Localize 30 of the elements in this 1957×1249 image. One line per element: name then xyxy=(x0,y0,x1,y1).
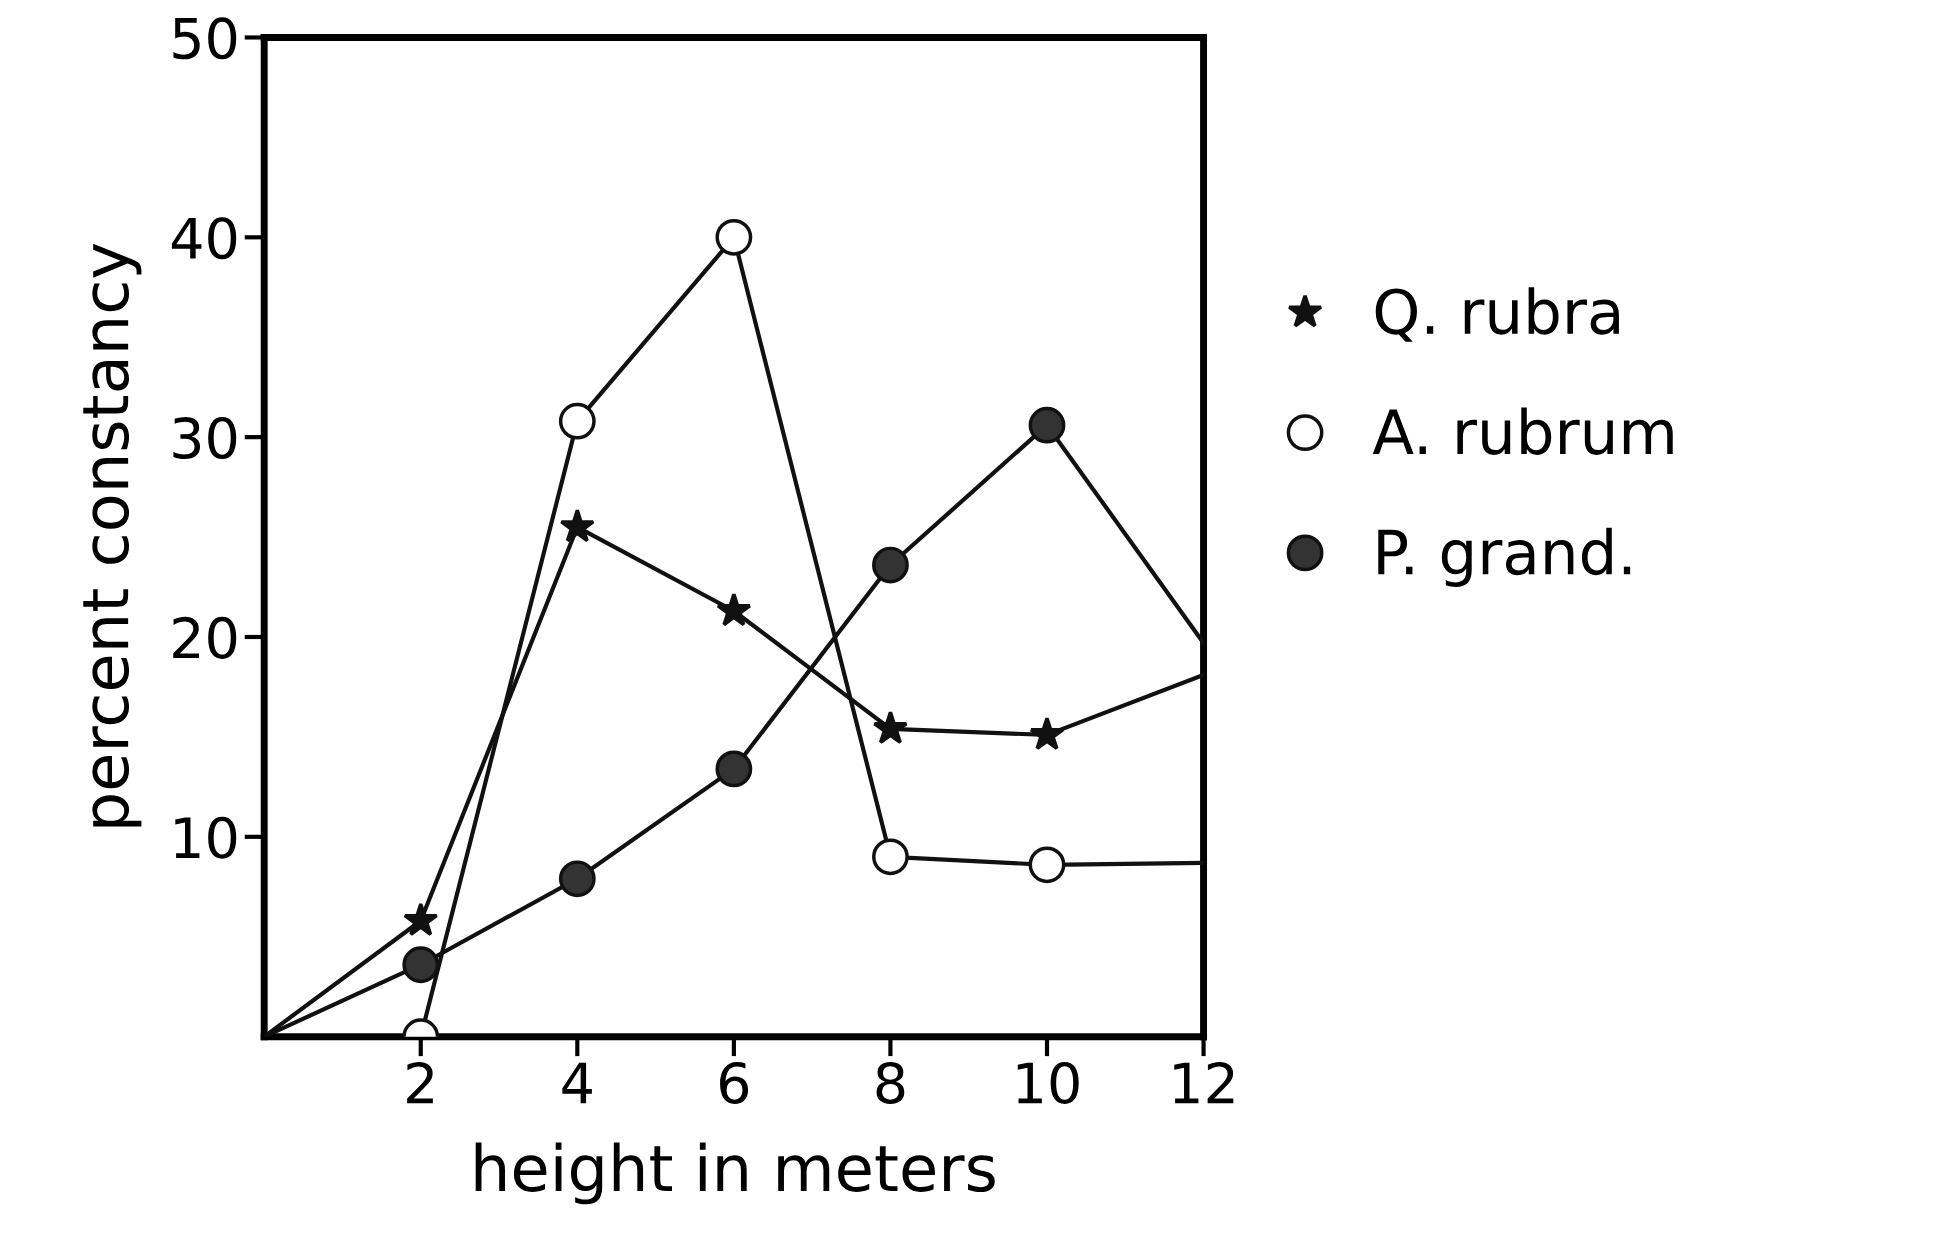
x-tick-label: 4 xyxy=(562,1062,592,1104)
point xyxy=(872,546,909,584)
y-axis-title: percent constancy xyxy=(83,243,142,827)
point xyxy=(715,750,753,788)
point xyxy=(403,902,439,936)
point xyxy=(559,508,595,543)
legend-label: P. grand. xyxy=(1378,527,1631,587)
y-tick-label: 50 xyxy=(173,17,237,60)
y-tick-label: 10 xyxy=(175,816,237,859)
point xyxy=(1028,846,1066,884)
point xyxy=(872,710,909,745)
point xyxy=(1029,716,1065,751)
legend-label: Q. rubra xyxy=(1375,287,1619,342)
point xyxy=(402,946,440,984)
legend-label: A. rubrum xyxy=(1372,407,1673,455)
x-tick-label: 12 xyxy=(1174,1061,1234,1104)
point xyxy=(716,592,752,627)
point xyxy=(558,402,596,440)
y-tick-label: 40 xyxy=(171,217,237,260)
x-tick-label: 8 xyxy=(876,1061,905,1104)
y-tick-label: 30 xyxy=(173,417,237,460)
point xyxy=(1028,406,1066,444)
x-tick-label: 2 xyxy=(407,1061,433,1104)
point xyxy=(558,860,596,898)
x-tick-label: 10 xyxy=(1017,1061,1079,1104)
x-tick-label: 6 xyxy=(720,1061,749,1104)
point xyxy=(715,218,753,256)
x-axis-title: height in meters xyxy=(475,1142,995,1205)
y-tick-label: 20 xyxy=(173,616,237,659)
point xyxy=(872,838,909,876)
